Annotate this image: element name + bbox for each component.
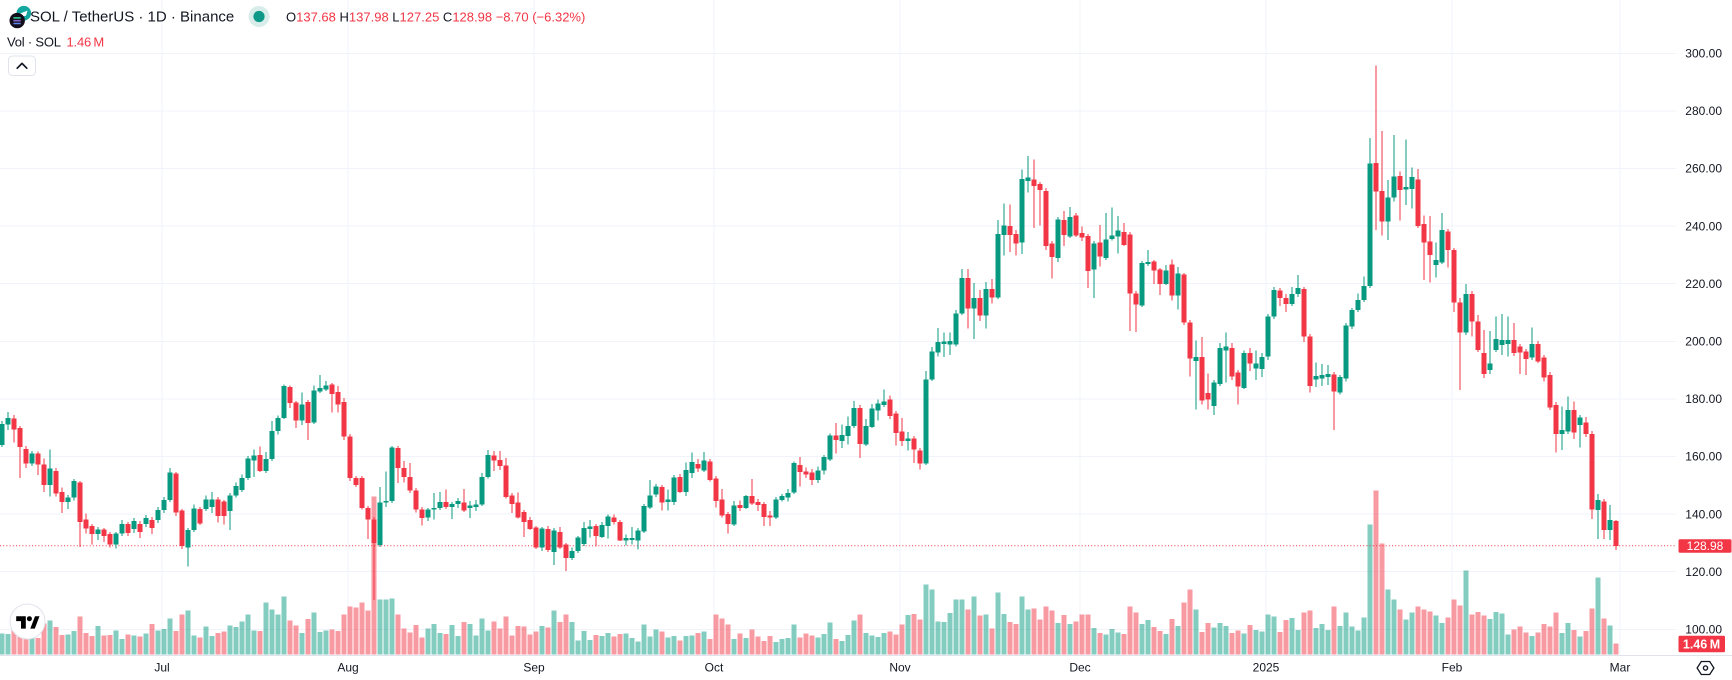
svg-text:220.00: 220.00 [1685,277,1722,291]
svg-text:1.46 M: 1.46 M [1683,638,1720,652]
svg-text:260.00: 260.00 [1685,162,1722,176]
svg-text:SOL / TetherUS · 1D · Binance: SOL / TetherUS · 1D · Binance [30,9,234,26]
svg-text:180.00: 180.00 [1685,392,1722,406]
svg-text:Oct: Oct [705,661,724,675]
svg-text:280.00: 280.00 [1685,104,1722,118]
svg-text:O137.68 H137.98 L127.25 C128.9: O137.68 H137.98 L127.25 C128.98 −8.70 (−… [286,10,585,25]
svg-text:140.00: 140.00 [1685,507,1722,521]
svg-text:200.00: 200.00 [1685,335,1722,349]
svg-text:2025: 2025 [1253,661,1280,675]
svg-text:Vol · SOL: Vol · SOL [7,35,61,50]
svg-text:128.98: 128.98 [1687,539,1724,553]
svg-text:100.00: 100.00 [1685,623,1722,637]
svg-text:160.00: 160.00 [1685,450,1722,464]
svg-text:120.00: 120.00 [1685,565,1722,579]
svg-text:Sep: Sep [523,661,545,675]
svg-text:Nov: Nov [889,661,910,675]
svg-text:Dec: Dec [1069,661,1090,675]
svg-text:Feb: Feb [1442,661,1463,675]
svg-text:Aug: Aug [337,661,358,675]
svg-text:1.46 M: 1.46 M [67,35,105,50]
svg-text:Mar: Mar [1610,661,1631,675]
svg-text:Jul: Jul [154,661,169,675]
svg-text:240.00: 240.00 [1685,219,1722,233]
svg-text:300.00: 300.00 [1685,47,1722,61]
